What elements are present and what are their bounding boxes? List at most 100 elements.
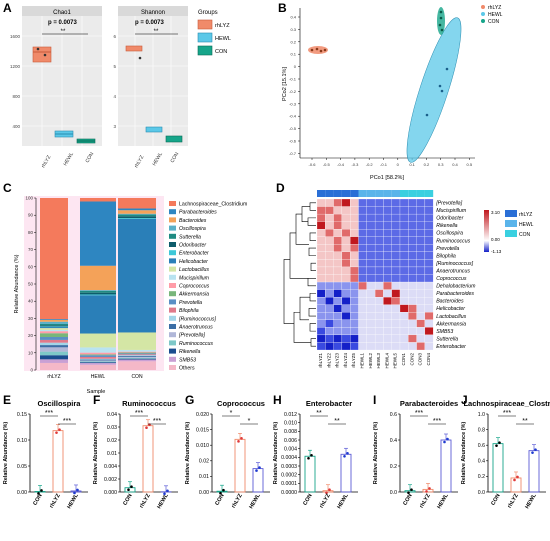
ytick: 0.008 (284, 429, 297, 435)
bar-segment (40, 329, 68, 332)
group-bar (333, 190, 342, 197)
heat-cell (416, 281, 426, 290)
bar-segment (80, 201, 116, 266)
ytick-c: 60 (28, 264, 34, 269)
heat-cell (391, 198, 401, 207)
heat-cell (416, 297, 426, 305)
ytick: 5 (113, 64, 116, 69)
heat-cell (316, 221, 326, 230)
bar-segment (118, 218, 156, 333)
legend-label: HEWL (215, 36, 231, 42)
heat-cell (399, 281, 409, 290)
heat-cell (424, 244, 434, 252)
bar (124, 487, 136, 493)
bar (440, 439, 452, 493)
heat-cell (325, 229, 334, 237)
heat-cell (366, 266, 376, 275)
bar (70, 490, 82, 493)
heat-cell (350, 221, 359, 230)
legend-swatch (169, 250, 176, 256)
ytick: 0.012 (284, 412, 297, 418)
sig-label: *** (63, 418, 71, 425)
heat-cell (316, 266, 326, 275)
heat-cell (325, 206, 334, 215)
heat-cell (358, 236, 367, 245)
heat-cell (350, 213, 359, 222)
ytick-c: 0 (30, 368, 33, 373)
heat-cell (316, 198, 326, 207)
legend-swatch (169, 258, 176, 264)
row-label: Prevotella (436, 246, 459, 252)
heat-cell (316, 206, 326, 215)
legend-label: Coprococcus (179, 284, 210, 290)
legend-label: Mucispirillum (179, 275, 210, 281)
ellipse-hewl (406, 17, 462, 163)
heat-cell (416, 342, 426, 351)
heat-cell (333, 342, 343, 351)
heat-cell (316, 274, 326, 283)
ytick-c: 80 (28, 230, 34, 235)
ytick: 0.0002 (281, 472, 297, 478)
heat-cell (350, 297, 359, 305)
bar-segment (80, 359, 116, 361)
bar-segment (40, 359, 68, 363)
sig-label: *** (135, 410, 143, 417)
heat-cell (383, 304, 392, 313)
heat-cell (366, 236, 376, 245)
ellipse-con (437, 7, 445, 35)
bar (510, 477, 522, 493)
panel-letter-d: D (276, 181, 285, 195)
heat-cell (399, 229, 409, 237)
heat-cell (383, 244, 392, 252)
heat-cell (316, 334, 326, 343)
bar-segment (40, 345, 68, 348)
heat-cell (424, 297, 434, 305)
heat-cell (374, 274, 384, 283)
heat-cell (408, 236, 417, 245)
group-bar (383, 190, 392, 197)
heat-cell (424, 312, 434, 320)
bar (304, 455, 316, 493)
heat-cell (399, 206, 409, 215)
bar-segment (40, 327, 68, 329)
ylabel: Relative Abundance (%) (3, 422, 9, 485)
heat-cell (316, 281, 326, 290)
legend-swatch (169, 209, 176, 215)
ytick: 0.004 (104, 464, 117, 470)
legend-title-a: Groups (198, 10, 218, 16)
heat-cell (408, 213, 417, 222)
bar-segment (118, 357, 156, 359)
heat-cell (424, 236, 434, 245)
heat-cell (366, 213, 376, 222)
heat-cell (399, 297, 409, 305)
heat-cell (374, 236, 384, 245)
panel-c: 0 10 20 30 40 50 60 70 80 90 100 rhLYZ HEWL CON Sa… (14, 196, 247, 396)
heat-cell (383, 206, 392, 215)
heat-cell (391, 319, 401, 328)
heat-cell (366, 251, 376, 260)
heat-cell (341, 304, 351, 313)
heat-cell (325, 281, 334, 290)
ytick-b: 0.4 (290, 15, 296, 20)
ytick-b: -0.3 (289, 101, 297, 106)
bar-segment (40, 333, 68, 338)
legend-label: Bilophila (179, 308, 199, 314)
bar-segment (118, 210, 156, 214)
heat-cell (350, 319, 359, 328)
heat-cell (333, 297, 343, 305)
ytick-c: 30 (28, 316, 34, 321)
heat-cell (391, 206, 401, 215)
sig-label: *** (415, 410, 423, 417)
col-label: HEWL5 (393, 353, 398, 369)
ytick: 0.015 (196, 427, 209, 433)
ylabel: Relative Abundance (%) (93, 422, 99, 485)
bar-segment (118, 354, 156, 356)
heat-cell (366, 334, 376, 343)
heat-cell (399, 198, 409, 207)
heat-cell (391, 213, 401, 222)
heat-cell (391, 281, 401, 290)
xtick: CON (170, 151, 181, 164)
ytick: 0.0000 (281, 490, 297, 496)
bar-segment (118, 355, 156, 357)
ytick: 4 (113, 94, 116, 99)
